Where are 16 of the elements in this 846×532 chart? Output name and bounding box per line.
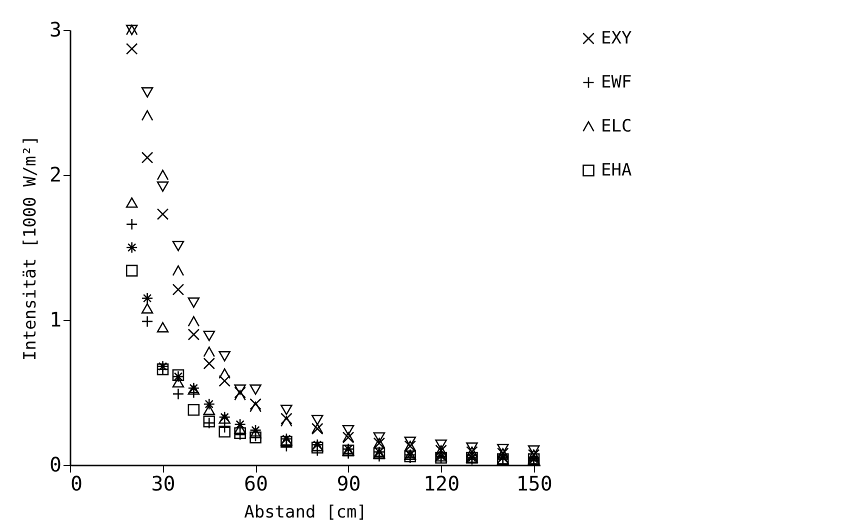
x-tick-label: 30	[151, 472, 176, 496]
y-tick-label: 3	[49, 18, 62, 42]
x-tick-label: 120	[423, 472, 460, 496]
y-axis-title: Intensität [1000 W/m²]	[20, 135, 40, 361]
legend-label: EWF	[601, 72, 632, 92]
x-tick-label: 150	[516, 472, 552, 496]
legend-label: ELC	[601, 116, 632, 136]
x-tick-label: 60	[244, 472, 268, 496]
x-tick-label: 0	[70, 472, 83, 496]
legend-label: EXY	[601, 28, 632, 48]
x-tick-label: 90	[336, 472, 361, 496]
y-tick-label: 1	[49, 308, 62, 332]
y-tick-label: 0	[49, 452, 62, 476]
legend-label: EHA	[601, 160, 632, 180]
x-axis-title: Abstand [cm]	[244, 502, 367, 522]
y-tick-label: 2	[49, 162, 62, 186]
